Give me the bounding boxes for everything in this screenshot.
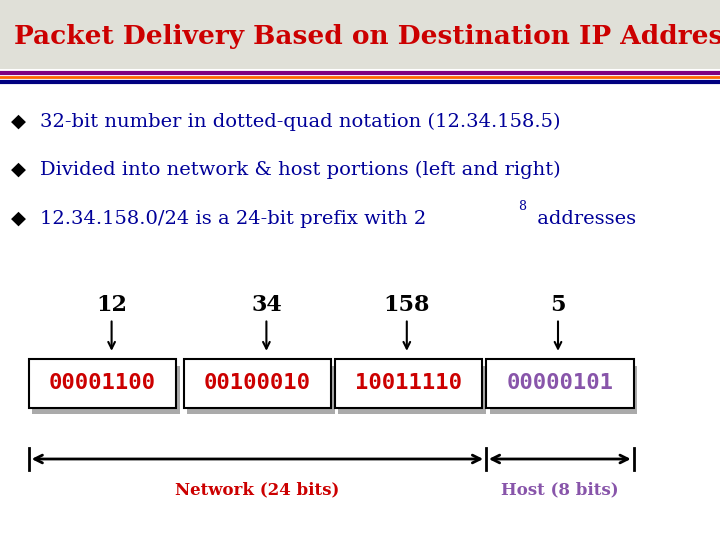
Bar bbox=[490, 366, 637, 414]
Text: Packet Delivery Based on Destination IP Address: Packet Delivery Based on Destination IP … bbox=[14, 24, 720, 49]
FancyBboxPatch shape bbox=[0, 0, 720, 69]
Text: Divided into network & host portions (left and right): Divided into network & host portions (le… bbox=[40, 161, 560, 179]
Bar bbox=[29, 359, 176, 408]
Text: 00100010: 00100010 bbox=[204, 373, 311, 394]
Bar bbox=[32, 366, 180, 414]
Bar bbox=[184, 359, 331, 408]
Text: 5: 5 bbox=[550, 294, 566, 316]
Text: ◆: ◆ bbox=[11, 161, 25, 179]
Text: 00000101: 00000101 bbox=[506, 373, 613, 394]
Bar bbox=[338, 366, 486, 414]
Text: 00001100: 00001100 bbox=[49, 373, 156, 394]
Text: ◆: ◆ bbox=[11, 112, 25, 131]
Bar bbox=[335, 359, 482, 408]
Text: 12.34.158.0/24 is a 24-bit prefix with 2: 12.34.158.0/24 is a 24-bit prefix with 2 bbox=[40, 210, 426, 228]
Text: addresses: addresses bbox=[531, 210, 636, 228]
Text: Network (24 bits): Network (24 bits) bbox=[175, 482, 340, 499]
Text: Host (8 bits): Host (8 bits) bbox=[501, 482, 618, 499]
Text: 8: 8 bbox=[518, 200, 526, 213]
Bar bbox=[486, 359, 634, 408]
Text: 10011110: 10011110 bbox=[355, 373, 462, 394]
Text: 12: 12 bbox=[96, 294, 127, 316]
Text: ◆: ◆ bbox=[11, 210, 25, 228]
Text: 32-bit number in dotted-quad notation (12.34.158.5): 32-bit number in dotted-quad notation (1… bbox=[40, 112, 560, 131]
Bar bbox=[187, 366, 335, 414]
Text: 34: 34 bbox=[251, 294, 282, 316]
Text: 158: 158 bbox=[384, 294, 430, 316]
